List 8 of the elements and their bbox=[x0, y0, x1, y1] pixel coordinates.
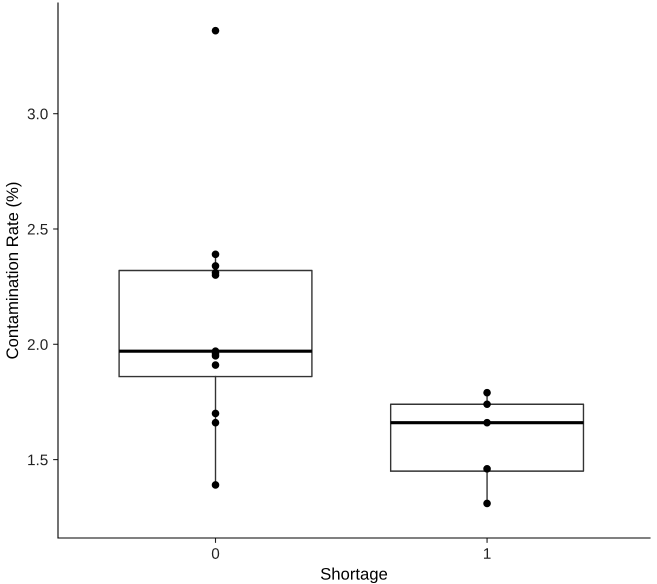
y-tick-label: 1.5 bbox=[28, 454, 48, 466]
y-tick-label: 2.0 bbox=[28, 339, 48, 350]
x-tick-label: 0 bbox=[212, 548, 220, 559]
y-tick-label: 2.5 bbox=[28, 224, 48, 235]
x-tick-label: 1 bbox=[484, 548, 491, 559]
x-axis-title: Shortage bbox=[320, 568, 388, 584]
y-axis-title: Contamination Rate (%) bbox=[6, 182, 22, 359]
y-tick-label: 3.0 bbox=[28, 108, 48, 120]
